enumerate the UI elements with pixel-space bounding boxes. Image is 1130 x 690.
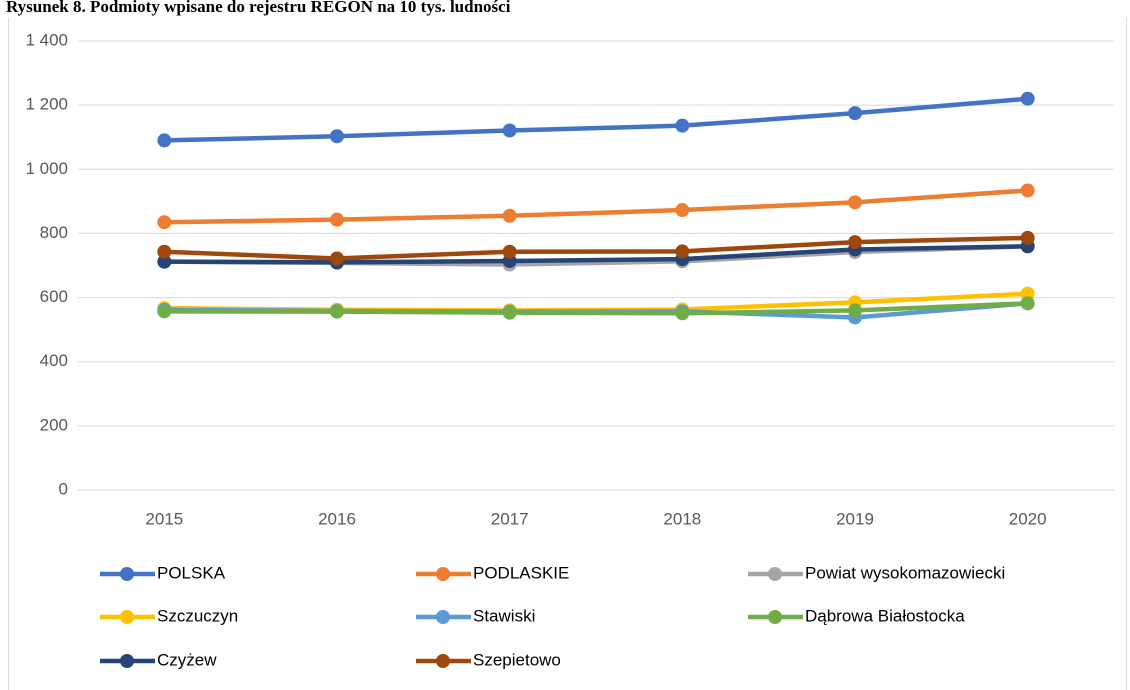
- chart-border: [8, 14, 1127, 690]
- title-background: [0, 0, 1130, 18]
- data-point: [675, 244, 690, 259]
- legend-marker: [120, 610, 134, 624]
- series-line: [164, 235, 1028, 261]
- y-tick-label: 1 200: [25, 95, 68, 114]
- legend-label: Dąbrowa Białostocka: [805, 606, 965, 625]
- legend-marker: [436, 610, 450, 624]
- y-tick-label: 600: [40, 287, 68, 306]
- data-point: [502, 244, 517, 259]
- chart-title: Rysunek 8. Podmioty wpisane do rejestru …: [6, 0, 511, 16]
- x-tick-label: 2018: [663, 509, 701, 528]
- legend-label: Czyżew: [157, 650, 217, 669]
- data-point: [502, 305, 517, 320]
- data-point: [1020, 183, 1035, 198]
- data-point: [848, 303, 862, 318]
- data-point: [157, 215, 172, 230]
- series-line: [164, 188, 1028, 225]
- y-tick-label: 1 000: [25, 159, 68, 178]
- data-point: [1020, 286, 1035, 301]
- legend-label: Szczuczyn: [157, 606, 238, 625]
- data-point: [330, 212, 344, 227]
- data-point: [1020, 230, 1035, 245]
- x-tick-label: 2019: [836, 509, 874, 528]
- x-tick-label: 2016: [318, 509, 356, 528]
- data-point: [330, 304, 344, 319]
- legend-label: Stawiski: [473, 606, 535, 625]
- legend-marker: [768, 567, 782, 581]
- legend-label: PODLASKIE: [473, 563, 569, 582]
- data-point: [675, 203, 690, 218]
- data-point: [157, 244, 172, 259]
- series-line: [164, 301, 1028, 316]
- data-point: [1020, 91, 1035, 106]
- legend-marker: [120, 654, 134, 668]
- legend-label: POLSKA: [157, 563, 226, 582]
- y-tick-label: 1 400: [25, 30, 68, 49]
- x-tick-label: 2015: [145, 509, 183, 528]
- data-point: [848, 106, 862, 121]
- data-point: [502, 123, 517, 138]
- legend-label: Powiat wysokomazowiecki: [805, 563, 1005, 582]
- data-point: [330, 129, 344, 144]
- data-point: [1020, 296, 1035, 311]
- data-point: [675, 118, 690, 133]
- legend-marker: [436, 654, 450, 668]
- series-line: [164, 96, 1028, 143]
- y-tick-label: 400: [40, 351, 68, 370]
- y-tick-label: 200: [40, 415, 68, 434]
- y-tick-label: 800: [40, 223, 68, 242]
- data-point: [848, 195, 862, 210]
- data-point: [157, 254, 172, 269]
- data-point: [848, 235, 862, 250]
- x-tick-label: 2020: [1009, 509, 1047, 528]
- x-tick-label: 2017: [491, 509, 529, 528]
- legend-label: Szepietowo: [473, 650, 561, 669]
- legend-marker: [120, 567, 134, 581]
- y-tick-label: 0: [59, 479, 68, 498]
- data-point: [502, 208, 517, 223]
- legend-marker: [436, 567, 450, 581]
- data-point: [330, 251, 344, 266]
- data-point: [675, 306, 690, 321]
- legend-marker: [768, 610, 782, 624]
- data-point: [157, 133, 172, 148]
- series-line: [164, 244, 1028, 265]
- data-point: [157, 304, 172, 319]
